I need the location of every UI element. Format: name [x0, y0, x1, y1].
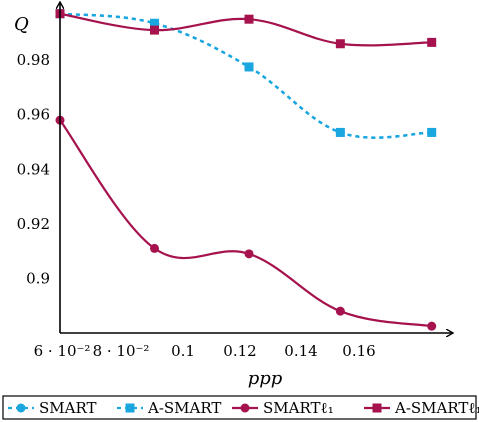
- x-axis-title: ppp: [248, 368, 283, 389]
- data-point: [150, 243, 159, 253]
- data-point: [427, 37, 437, 47]
- x-tick-label: 0.16: [342, 342, 375, 360]
- x-tick-label: 0.14: [284, 342, 317, 360]
- legend-swatch-marker: [16, 403, 26, 413]
- data-point: [335, 127, 345, 137]
- data-point: [335, 39, 345, 49]
- legend-swatch-marker: [372, 403, 382, 413]
- series-group: [55, 9, 437, 331]
- x-tick-label: 0.1: [171, 342, 195, 360]
- data-point: [150, 18, 159, 28]
- y-tick-label: 0.98: [17, 51, 50, 69]
- legend-label: SMARTℓ₁: [263, 399, 334, 417]
- series-2: [55, 9, 437, 139]
- data-point: [150, 25, 159, 35]
- legend-swatch-marker: [125, 403, 135, 413]
- legend: SMART A-SMART SMARTℓ₁ A-SMARTℓ₁: [2, 395, 479, 420]
- tick-labels: 0.9 0.92 0.94 0.96 0.98 6 · 10⁻² 8 · 10⁻² 0.1 0.…: [17, 51, 376, 360]
- x-tick-label: 0.12: [223, 342, 256, 360]
- series-4: [55, 9, 437, 49]
- legend-item: A-SMARTℓ₁: [364, 399, 479, 417]
- data-point: [244, 249, 254, 259]
- data-point: [244, 14, 254, 24]
- legend-swatch-marker: [240, 403, 250, 413]
- y-axis-title: Q: [14, 14, 29, 35]
- series-line: [59, 119, 432, 328]
- series-line: [59, 12, 432, 139]
- series-1: [55, 9, 437, 139]
- data-point: [244, 62, 254, 72]
- axes: Q ppp: [14, 3, 452, 389]
- x-tick-label: 6 · 10⁻²: [34, 342, 91, 360]
- series-line: [59, 12, 432, 139]
- y-tick-label: 0.96: [17, 106, 50, 124]
- data-point: [427, 127, 437, 137]
- data-point: [427, 321, 437, 331]
- legend-label: SMART: [39, 399, 97, 417]
- legend-item: SMARTℓ₁: [232, 399, 334, 417]
- data-point: [335, 306, 345, 316]
- y-tick-label: 0.94: [17, 160, 50, 178]
- legend-label: A-SMARTℓ₁: [394, 399, 479, 417]
- series-3: [55, 115, 437, 331]
- y-tick-label: 0.92: [17, 215, 50, 233]
- legend-item: SMART: [8, 399, 97, 417]
- legend-item: A-SMART: [117, 399, 221, 417]
- y-tick-label: 0.9: [26, 269, 50, 287]
- x-tick-label: 8 · 10⁻²: [93, 342, 150, 360]
- legend-label: A-SMART: [147, 399, 221, 417]
